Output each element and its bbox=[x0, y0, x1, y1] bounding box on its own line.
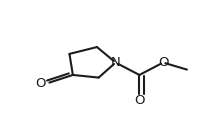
Text: N: N bbox=[111, 56, 120, 69]
Text: O: O bbox=[134, 94, 145, 107]
Text: O: O bbox=[158, 56, 168, 69]
Text: O: O bbox=[35, 77, 46, 90]
